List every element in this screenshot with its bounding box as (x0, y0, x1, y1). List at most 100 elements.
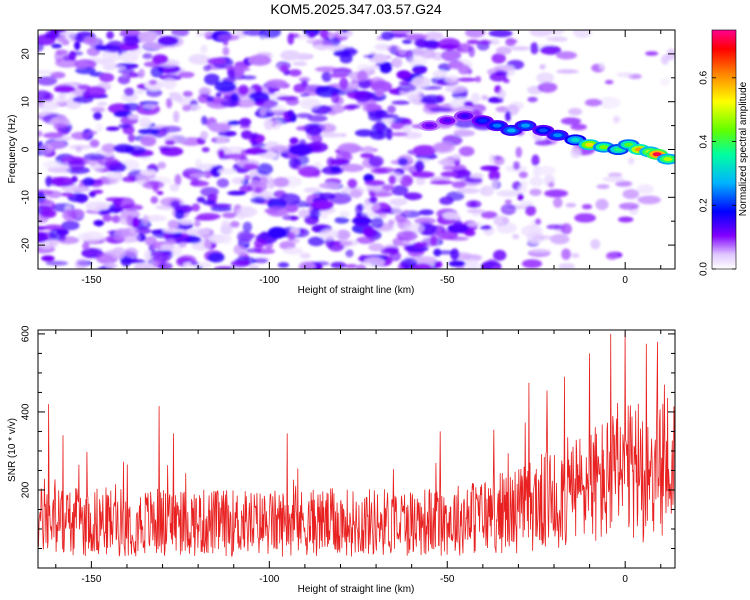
spectrogram-cell (517, 193, 524, 201)
spectrogram-cell (73, 61, 89, 69)
spectrogram-cell (574, 213, 596, 223)
spectrogram-cell (488, 30, 513, 38)
spectrogram-cell (255, 248, 275, 255)
spectrogram-cell (288, 144, 313, 156)
spectrogram-cell (142, 214, 149, 226)
spectrogram-cell (374, 120, 386, 133)
spectrogram-cell (200, 130, 209, 140)
spectrogram-cell (413, 263, 432, 269)
spectrogram-cell (203, 64, 212, 72)
spectrogram-cell (248, 264, 260, 269)
spectrogram-cell (210, 166, 222, 177)
ridge-point (425, 123, 434, 128)
spectrogram-cell (38, 199, 56, 211)
spectrogram-cell (268, 177, 275, 190)
spectrogram-cell (298, 261, 316, 269)
spectrogram-cell (307, 115, 328, 122)
spectrogram-cell (560, 223, 572, 235)
spectrogram-cell (292, 61, 308, 66)
spectrogram-cell (330, 158, 350, 166)
spectrogram-cell (182, 104, 192, 112)
spectrogram-cell (387, 105, 396, 114)
spectrogram-cell (62, 54, 72, 61)
spectrogram-cell (267, 226, 287, 239)
spectrogram-cell (570, 123, 587, 131)
spectrogram-cell (237, 84, 249, 96)
spectrogram-cell (466, 39, 480, 45)
spectrogram-cell (319, 182, 340, 189)
spectrogram-cell (532, 165, 542, 178)
spectrogram-cell (310, 199, 334, 211)
spectrogram-cell (480, 225, 492, 230)
spectrogram-cell (396, 230, 418, 242)
spectrogram-cell (561, 248, 571, 260)
spectrogram-cell (602, 176, 625, 183)
spectrogram-cell (429, 180, 454, 185)
spectrogram-cell (437, 37, 461, 50)
spectrogram-cell (529, 188, 542, 196)
x-tick-label: 0 (622, 275, 628, 286)
spectrogram-cell (113, 197, 135, 210)
spectrogram-cell (101, 143, 117, 153)
colorbar-label: Normalized spectral amplitude (738, 81, 749, 216)
spectrogram-cell (414, 217, 436, 225)
spectrogram-cell (38, 231, 48, 243)
spectrogram-cell (296, 113, 313, 119)
spectrogram-cell (558, 263, 576, 269)
x-tick-label: -100 (259, 275, 279, 286)
colorbar-tick-label: 0.2 (699, 198, 710, 212)
spectrogram-y-ticks: -20 -10 0 10 20 (21, 29, 675, 270)
spectrogram-cell (106, 30, 114, 40)
spectrogram-cell (221, 219, 230, 227)
spectrogram-cell (494, 70, 508, 76)
spectrogram-cell (546, 224, 563, 230)
spectrogram-cell (532, 235, 554, 240)
spectrogram-cell (548, 30, 565, 35)
spectrogram-cell (320, 132, 344, 138)
spectrogram-cell (465, 30, 486, 38)
spectrogram-cell (99, 72, 115, 83)
spectrogram-cell (556, 51, 577, 60)
spectrogram-cell (125, 145, 146, 155)
spectrogram-cell (412, 145, 437, 156)
ridge-point (442, 118, 452, 123)
spectrogram-cell (49, 238, 58, 248)
ridge-point (521, 123, 530, 128)
spectrogram-cell (173, 110, 180, 123)
spectrogram-cell (362, 146, 374, 153)
spectrogram-cell (200, 44, 208, 54)
spectrogram-cell (628, 156, 635, 165)
spectrogram-cell (152, 255, 171, 263)
spectrogram-cell (162, 228, 185, 233)
spectrogram-cell (233, 244, 246, 255)
spectrogram-cell (341, 163, 364, 172)
spectrogram-cell (157, 64, 181, 74)
spectrogram-cell (319, 192, 336, 200)
spectrogram-cell (595, 198, 609, 211)
spectrogram-cell (441, 49, 462, 62)
spectrogram-cell (334, 216, 350, 224)
spectrogram-cell (211, 203, 232, 208)
spectrogram-cell (171, 245, 183, 257)
spectrogram-cell (243, 174, 252, 180)
spectrogram-x-ticks: -150 -100 -50 0 (55, 30, 662, 286)
ridge-point (613, 147, 623, 152)
spectrogram-cell (451, 169, 472, 179)
spectrogram-cell (61, 220, 80, 231)
spectrogram-cell (534, 218, 542, 226)
spectrogram-cell (74, 41, 81, 51)
spectrogram-cell (489, 154, 496, 164)
spectrogram-cell (451, 153, 462, 160)
spectrogram-cell (301, 79, 308, 88)
spectrogram-cell (479, 39, 492, 45)
spectrogram-cell (279, 193, 301, 206)
spectrogram-cell (637, 195, 661, 205)
spectrogram-cell (299, 98, 321, 110)
spectrogram-cell (423, 41, 441, 47)
spectrogram-cell (189, 173, 206, 178)
spectrogram-cell (256, 163, 273, 176)
spectrogram-cell (303, 187, 321, 193)
spectrogram-cell (41, 255, 55, 262)
spectrogram-cell (215, 92, 222, 97)
spectrogram-cell (276, 95, 299, 101)
